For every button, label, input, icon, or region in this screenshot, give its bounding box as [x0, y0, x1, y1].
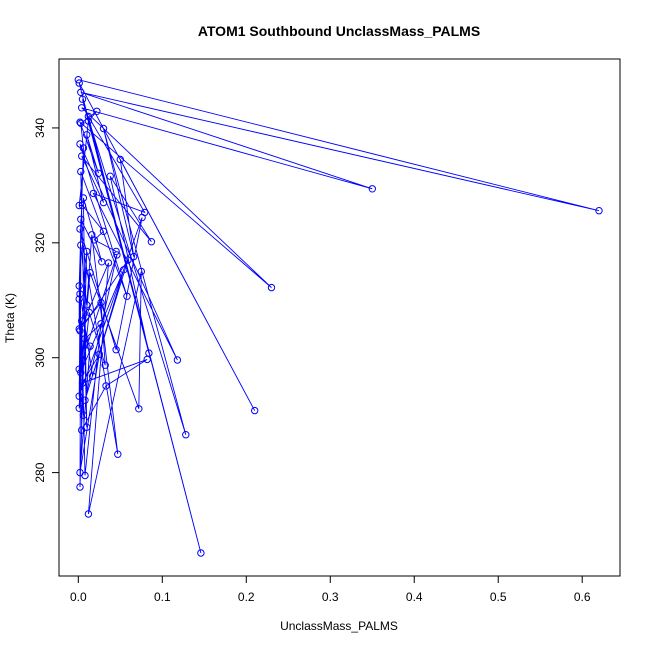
- data-point: [123, 292, 131, 300]
- data-point: [78, 104, 86, 112]
- data-point: [79, 411, 88, 419]
- data-point: [173, 356, 182, 364]
- x-axis-label: UnclassMass_PALMS: [280, 619, 398, 633]
- chart-title: ATOM1 Southbound UnclassMass_PALMS: [198, 23, 480, 39]
- data-point: [86, 269, 94, 277]
- y-tick-label: 320: [33, 232, 47, 252]
- data-point: [99, 227, 108, 236]
- data-point: [95, 350, 104, 358]
- data-point: [113, 251, 121, 259]
- data-point: [76, 290, 84, 298]
- data-point: [93, 107, 101, 116]
- x-tick-label: 0.3: [322, 590, 339, 604]
- data-point: [137, 267, 146, 276]
- data-point: [84, 112, 93, 121]
- data-point: [75, 201, 83, 210]
- data-point: [77, 88, 85, 97]
- data-point: [75, 295, 83, 303]
- y-axis-label: Theta (K): [3, 293, 17, 343]
- data-point: [78, 95, 87, 103]
- x-tick-label: 0.2: [238, 590, 255, 604]
- data-point: [147, 238, 156, 246]
- data-point: [79, 194, 88, 202]
- data-point: [98, 258, 106, 266]
- data-point: [77, 241, 85, 249]
- data-point: [106, 172, 114, 180]
- plot-area-box: [58, 58, 621, 577]
- data-point: [89, 189, 98, 198]
- data-point: [102, 382, 110, 390]
- data-point: [78, 379, 87, 387]
- x-axis: 0.0 0.1 0.2 0.3 0.4 0.5 0.6: [70, 575, 591, 604]
- data-point: [94, 169, 103, 178]
- x-tick-label: 0.5: [490, 590, 507, 604]
- data-point: [78, 201, 87, 210]
- y-tick-label: 280: [33, 462, 47, 482]
- data-point: [595, 207, 603, 215]
- data-point: [112, 346, 120, 354]
- y-axis: 280 300 320 340: [33, 118, 60, 483]
- data-point: [101, 361, 109, 369]
- data-point: [77, 119, 85, 128]
- data-point: [76, 483, 84, 491]
- data-point: [84, 510, 93, 518]
- data-point: [79, 144, 88, 152]
- data-point: [83, 131, 91, 139]
- data-point: [130, 252, 138, 261]
- data-point: [267, 283, 276, 292]
- data-point: [120, 266, 128, 274]
- data-point: [83, 301, 91, 309]
- data-point: [99, 198, 108, 207]
- data-point: [182, 431, 190, 439]
- data-point: [251, 406, 259, 415]
- data-point: [75, 282, 83, 290]
- x-tick-label: 0.6: [574, 590, 591, 604]
- data-point: [78, 426, 86, 434]
- data-point: [88, 372, 97, 380]
- data-point: [85, 308, 93, 316]
- data-point: [81, 471, 89, 480]
- x-tick-label: 0.1: [154, 590, 171, 604]
- data-point: [114, 450, 122, 458]
- data-point: [86, 342, 94, 350]
- data-point: [76, 118, 84, 126]
- y-tick-label: 340: [33, 118, 47, 138]
- x-tick-label: 0.0: [70, 590, 87, 604]
- data-point: [78, 317, 86, 325]
- series-layer: [74, 76, 603, 557]
- data-point: [81, 335, 89, 343]
- data-point: [74, 76, 83, 84]
- data-point: [77, 368, 85, 377]
- series-line: [78, 79, 600, 554]
- data-point: [143, 355, 151, 364]
- data-point: [116, 155, 125, 164]
- data-point: [76, 327, 84, 335]
- data-point: [90, 236, 99, 244]
- data-point: [75, 79, 83, 87]
- data-point: [75, 404, 83, 412]
- data-point: [84, 117, 93, 125]
- data-point: [138, 213, 146, 222]
- data-point: [197, 549, 205, 557]
- data-point: [135, 405, 143, 413]
- data-point: [83, 247, 91, 256]
- data-point: [77, 215, 85, 224]
- data-point: [368, 185, 376, 193]
- data-point: [99, 124, 108, 133]
- y-tick-label: 300: [33, 347, 47, 367]
- data-point: [75, 392, 83, 400]
- data-point: [75, 365, 83, 373]
- data-point: [78, 152, 86, 160]
- data-point: [97, 298, 105, 307]
- x-tick-label: 0.4: [406, 590, 423, 604]
- data-point: [81, 396, 89, 404]
- data-point: [124, 256, 132, 264]
- data-point: [97, 320, 105, 328]
- data-point: [77, 167, 85, 176]
- data-point: [112, 247, 120, 256]
- data-point: [76, 225, 84, 233]
